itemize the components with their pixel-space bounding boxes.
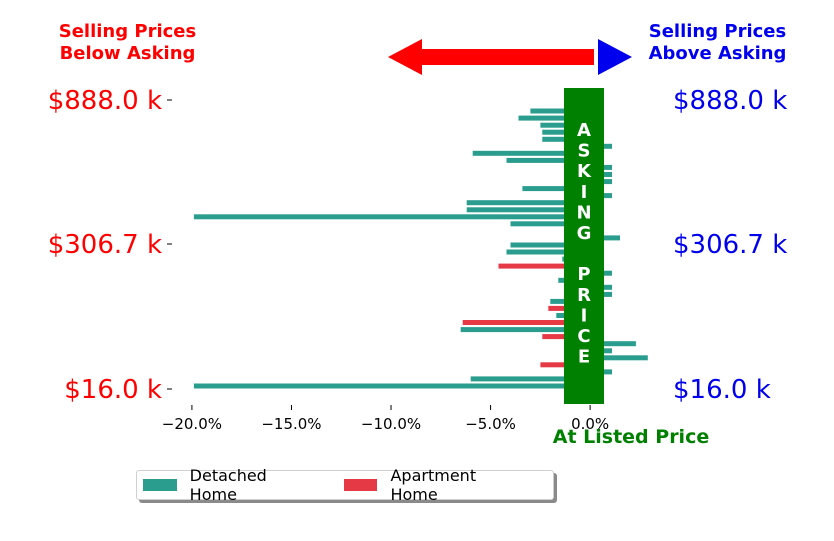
bar-detached-34 [590, 341, 636, 347]
band-letter-10: C [577, 326, 590, 347]
band-letter-4: N [576, 202, 591, 223]
x-tick-label-2: −10.0% [361, 415, 421, 433]
legend-swatch-apartment [343, 479, 378, 491]
at-listed-price-note: At Listed Price [552, 426, 710, 448]
right-price-label-0: $888.0 k [673, 86, 787, 116]
bar-detached-19 [590, 235, 620, 241]
bar-detached-17 [510, 221, 591, 227]
left-price-label-0: $888.0 k [48, 86, 162, 116]
bar-detached-8 [506, 157, 591, 163]
band-letter-2: K [577, 161, 592, 182]
right-arrow-icon [598, 39, 632, 75]
x-tick-label-3: −5.0% [465, 415, 516, 433]
y-axis-ticks: $888.0 k $306.7 k $16.0 k $888.0 k $306.7 k $… [48, 86, 788, 405]
x-axis: −20.0% −15.0% −10.0% −5.0% 0.0% [162, 405, 609, 433]
x-tick-label-1: −15.0% [261, 415, 321, 433]
x-tick-label-4: 0.0% [571, 415, 609, 433]
band-letter-5: G [577, 223, 592, 244]
legend-swatch-detached [143, 479, 177, 491]
bar-detached-40 [193, 383, 591, 389]
asking-band-rect [564, 88, 604, 404]
bar-detached-1 [530, 108, 591, 114]
bar-detached-39 [470, 376, 591, 382]
right-price-label-1: $306.7 k [673, 230, 787, 260]
x-tick-label-0: −20.0% [162, 415, 222, 433]
bar-detached-36 [590, 355, 648, 361]
bar-detached-15 [466, 207, 591, 213]
band-letter-9: I [581, 305, 588, 326]
bar-detached-20 [510, 242, 591, 248]
bar-detached-7 [472, 150, 591, 156]
bar-detached-2 [518, 115, 591, 121]
bar-detached-32 [460, 327, 591, 333]
legend-item-detached: Detached Home [143, 466, 318, 504]
legend: Detached Home Apartment Home [136, 466, 554, 504]
left-price-label-1: $306.7 k [48, 230, 162, 260]
band-letter-0: A [577, 120, 591, 141]
left-arrow-icon [388, 39, 594, 75]
above-asking-note: Selling Prices Above Asking [648, 21, 787, 64]
bar-detached-21 [506, 249, 591, 255]
bar-detached-14 [466, 200, 591, 206]
band-letter-1: S [578, 141, 591, 162]
bar-detached-12 [522, 186, 591, 192]
band-letter-3: I [581, 182, 588, 203]
legend-label-apartment: Apartment Home [390, 466, 477, 504]
bar-apartment-23 [498, 263, 591, 269]
band-letter-8: R [577, 285, 591, 306]
bar-detached-16 [193, 214, 591, 220]
legend-item-apartment: Apartment Home [343, 466, 527, 504]
left-price-label-2: $16.0 k [64, 375, 162, 405]
band-letter-11: E [578, 347, 590, 368]
band-letter-7: P [577, 264, 590, 285]
right-price-label-2: $16.0 k [673, 375, 771, 405]
bar-apartment-31 [462, 320, 591, 325]
legend-label-detached: Detached Home [189, 466, 267, 504]
below-asking-note: Selling Prices Below Asking [58, 21, 197, 64]
direction-arrows [388, 39, 632, 75]
